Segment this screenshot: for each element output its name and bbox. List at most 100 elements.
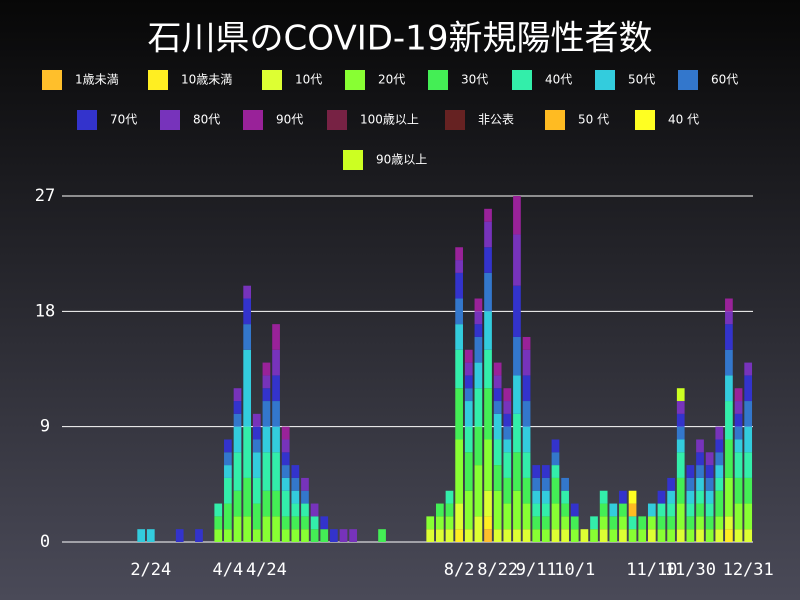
bar-segment — [455, 260, 463, 273]
bar-segment — [503, 426, 512, 440]
bar-segment — [281, 529, 290, 542]
bar-segment — [493, 439, 502, 466]
bar-segment — [570, 516, 579, 530]
legend-swatch — [243, 110, 263, 130]
bar-segment — [657, 529, 666, 542]
bar-segment — [705, 503, 714, 517]
bar-segment — [301, 490, 309, 504]
legend-swatch — [512, 70, 532, 90]
legend-swatch — [343, 150, 363, 170]
bar-segment — [252, 452, 261, 478]
bar-segment — [676, 477, 685, 504]
bar-segment — [252, 426, 261, 440]
bar-segment — [455, 388, 463, 440]
bar-segment — [725, 401, 733, 440]
y-tick-label: 27 — [35, 186, 55, 206]
bar-segment — [175, 529, 184, 542]
bar-segment — [474, 311, 483, 325]
legend-label: 10代 — [295, 73, 322, 87]
bar-segment — [667, 490, 675, 504]
bar-segment — [522, 529, 531, 542]
bar-segment — [561, 490, 569, 504]
bar-segment — [551, 503, 560, 530]
legend-label: 1歳未満 — [75, 73, 119, 87]
bar-segment — [493, 362, 502, 376]
bar-segment — [484, 208, 492, 222]
bar-segment — [734, 503, 743, 530]
legend-label: 50 代 — [578, 113, 609, 127]
legend-label: 90代 — [276, 113, 303, 127]
bar-segment — [252, 529, 261, 542]
bar-segment — [493, 413, 502, 440]
bar-segment — [744, 452, 753, 478]
bar-segment — [233, 388, 242, 402]
bar-segment — [262, 516, 271, 542]
bar-segment — [243, 516, 252, 542]
bar-segment — [725, 439, 733, 478]
bar-segment — [734, 452, 743, 478]
legend-swatch — [262, 70, 282, 90]
bar-segment — [657, 516, 666, 530]
bar-segment — [464, 426, 473, 453]
bar-segment — [715, 477, 724, 491]
bar-segment — [696, 490, 704, 504]
bar-segment — [686, 490, 695, 504]
bar-segment — [676, 426, 685, 440]
bar-segment — [339, 529, 348, 542]
bar-segment — [744, 529, 753, 542]
bar-segment — [349, 529, 357, 542]
bar-segment — [551, 452, 560, 466]
legend-label: 50代 — [628, 73, 655, 87]
bar-segment — [676, 452, 685, 478]
bar-segment — [513, 234, 521, 286]
y-tick-label: 9 — [40, 417, 50, 437]
bar-segment — [484, 272, 492, 312]
bar-segment — [233, 413, 242, 427]
bar-segment — [503, 503, 512, 530]
legend-swatch — [148, 70, 168, 90]
bar-segment — [609, 529, 618, 542]
bar-segment — [725, 311, 733, 325]
bar-segment — [715, 529, 724, 542]
bar-segment — [676, 439, 685, 453]
bar-segment — [291, 465, 300, 478]
legend-swatch — [678, 70, 698, 90]
bar-segment — [281, 465, 290, 478]
bar-segment — [522, 375, 531, 402]
bar-segment — [532, 503, 541, 517]
bar-segment — [725, 516, 733, 530]
bar-segment — [272, 490, 280, 517]
legend-label: 非公表 — [478, 113, 514, 127]
legend-swatch — [77, 110, 97, 130]
bar-segment — [696, 465, 704, 478]
bar-segment — [628, 503, 637, 517]
bar-segment — [715, 516, 724, 530]
bar-segment — [599, 490, 608, 504]
bar-segment — [744, 426, 753, 453]
bar-segment — [696, 452, 704, 466]
bar-segment — [705, 452, 714, 466]
bar-segment — [224, 503, 232, 530]
bar-segment — [281, 490, 290, 517]
bar-segment — [301, 477, 309, 491]
bar-segment — [272, 426, 280, 453]
bar-segment — [619, 503, 627, 517]
bar-segment — [513, 490, 521, 530]
bar-segment — [224, 529, 232, 542]
legend-swatch — [445, 110, 465, 130]
bar-segment — [522, 336, 531, 350]
bar-segment — [513, 196, 521, 235]
bar-segment — [744, 362, 753, 376]
bar-segment — [619, 516, 627, 530]
bar-segment — [445, 490, 454, 504]
bar-segment — [522, 349, 531, 376]
legend-label: 40代 — [545, 73, 572, 87]
legend-swatch — [428, 70, 448, 90]
bar-segment — [195, 529, 203, 542]
bar-segment — [532, 529, 541, 542]
bar-segment — [609, 503, 618, 517]
bar-segment — [705, 477, 714, 491]
bar-segment — [243, 477, 252, 517]
bar-segment — [638, 516, 647, 530]
